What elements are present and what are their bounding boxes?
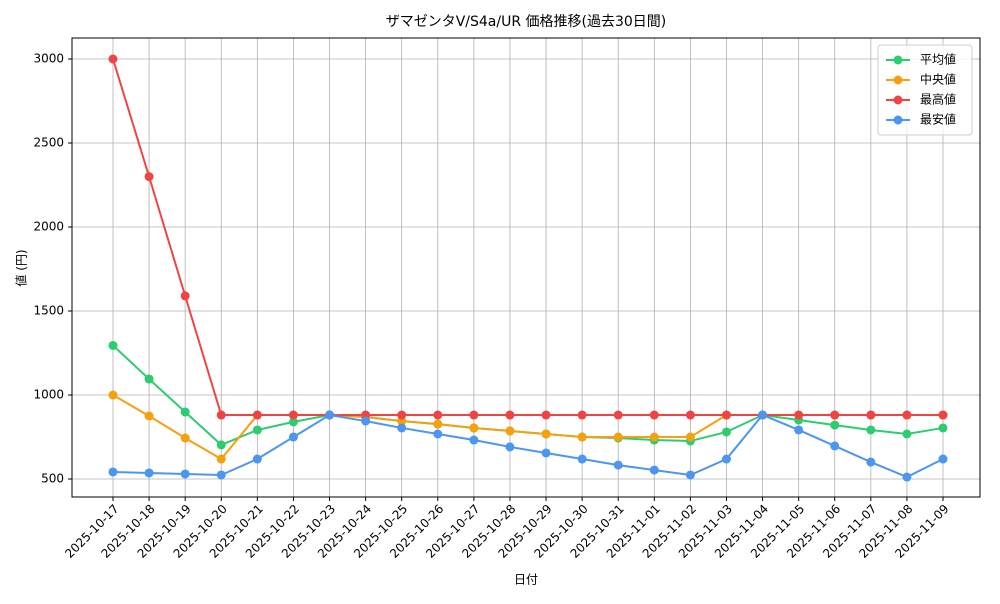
point <box>180 291 190 301</box>
point <box>721 410 731 420</box>
y-tick-label: 1500 <box>33 304 64 318</box>
legend-label: 最安値 <box>920 112 956 127</box>
chart-title: ザマゼンタV/S4a/UR 価格推移(過去30日間) <box>386 14 667 30</box>
point <box>108 54 118 64</box>
point <box>721 427 731 437</box>
legend-marker <box>893 55 903 65</box>
point <box>469 423 479 433</box>
point <box>144 411 154 421</box>
point <box>794 410 804 420</box>
point <box>108 390 118 400</box>
point <box>216 470 226 480</box>
point <box>144 172 154 182</box>
point <box>685 410 695 420</box>
point <box>216 454 226 464</box>
line <box>112 58 943 417</box>
point <box>685 432 695 442</box>
point <box>541 448 551 458</box>
point <box>902 429 912 439</box>
point <box>938 410 948 420</box>
legend-label: 最高値 <box>920 92 956 107</box>
point <box>541 429 551 439</box>
point <box>577 410 587 420</box>
legend-marker <box>893 115 903 125</box>
point <box>830 441 840 451</box>
point <box>866 410 876 420</box>
point <box>180 433 190 443</box>
point <box>288 432 298 442</box>
point <box>108 340 118 350</box>
y-tick-label: 2000 <box>33 220 64 234</box>
point <box>469 435 479 445</box>
point <box>216 410 226 420</box>
point <box>613 460 623 470</box>
point <box>180 469 190 479</box>
point <box>252 454 262 464</box>
point <box>577 454 587 464</box>
point <box>649 410 659 420</box>
series <box>108 410 948 482</box>
point <box>721 454 731 464</box>
point <box>433 429 443 439</box>
point <box>541 410 551 420</box>
point <box>613 432 623 442</box>
plot-frame <box>71 37 981 498</box>
point <box>830 410 840 420</box>
point <box>866 457 876 467</box>
y-tick-label: 1000 <box>33 388 64 402</box>
point <box>433 419 443 429</box>
point <box>252 425 262 435</box>
point <box>397 410 407 420</box>
point <box>902 410 912 420</box>
point <box>397 423 407 433</box>
series <box>108 54 948 420</box>
y-axis-label: 値 (円) <box>14 249 29 286</box>
line <box>112 413 944 479</box>
point <box>830 420 840 430</box>
point <box>794 425 804 435</box>
point <box>613 410 623 420</box>
legend-marker <box>893 75 903 85</box>
point <box>361 416 371 426</box>
point <box>938 454 948 464</box>
legend-label: 中央値 <box>920 72 956 87</box>
point <box>469 410 479 420</box>
legend-box <box>877 44 973 136</box>
point <box>288 410 298 420</box>
point <box>505 442 515 452</box>
point <box>649 465 659 475</box>
point <box>144 468 154 478</box>
point <box>685 470 695 480</box>
point <box>325 410 335 420</box>
point <box>216 440 226 450</box>
point <box>505 426 515 436</box>
series <box>108 390 948 464</box>
point <box>108 467 118 477</box>
y-tick-label: 3000 <box>33 52 64 66</box>
point <box>288 417 298 427</box>
point <box>577 432 587 442</box>
y-tick-label: 2500 <box>33 136 64 150</box>
y-tick-label: 500 <box>41 472 64 486</box>
point <box>938 423 948 433</box>
legend-label: 平均値 <box>920 52 956 67</box>
point <box>144 374 154 384</box>
point <box>649 432 659 442</box>
point <box>505 410 515 420</box>
point <box>758 410 768 420</box>
point <box>252 410 262 420</box>
legend-marker <box>893 95 903 105</box>
point <box>433 410 443 420</box>
point <box>866 425 876 435</box>
point <box>180 407 190 417</box>
x-axis-label: 日付 <box>514 573 538 587</box>
point <box>902 472 912 482</box>
